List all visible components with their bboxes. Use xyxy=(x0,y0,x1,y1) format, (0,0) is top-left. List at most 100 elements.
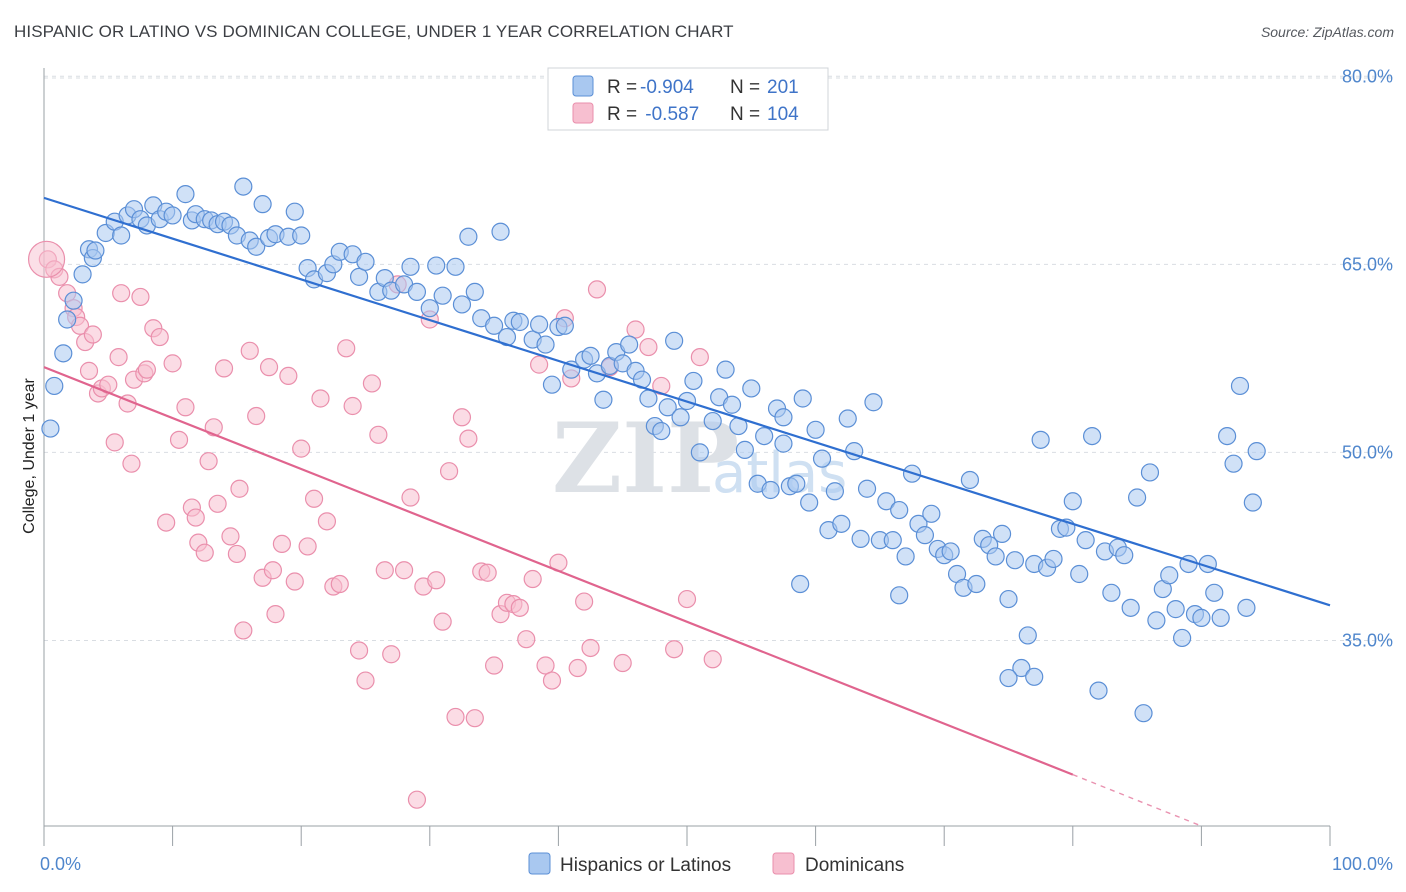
legend-r-value-1: -0.904 xyxy=(640,77,694,98)
dominicans-point xyxy=(272,534,292,554)
hispanics-point xyxy=(665,331,684,350)
hispanics-point xyxy=(915,526,935,545)
hispanics-point xyxy=(742,379,761,398)
hispanics-point xyxy=(639,389,658,408)
hispanics-point xyxy=(433,286,452,305)
dominicans-point xyxy=(639,337,658,357)
hispanics-point xyxy=(896,547,915,566)
dominicans-point xyxy=(83,325,102,344)
hispanics-point xyxy=(1247,442,1266,461)
hispanics-point xyxy=(851,529,870,548)
legend-n-label-2: N = xyxy=(730,104,760,125)
hispanics-point xyxy=(992,524,1012,543)
dominicans-point xyxy=(169,430,189,449)
hispanics-point xyxy=(755,426,774,446)
hispanics-point xyxy=(1005,551,1025,570)
hispanics-point xyxy=(1224,454,1243,473)
dominicans-point xyxy=(199,452,218,471)
bottom-legend-dominicans: Dominicans xyxy=(805,855,904,876)
chart-title: HISPANIC OR LATINO VS DOMINICAN COLLEGE,… xyxy=(14,22,734,41)
hispanics-point xyxy=(986,547,1005,566)
y-tick-labels: 35.0% 50.0% 65.0% 80.0% xyxy=(1342,66,1393,650)
dominicans-point xyxy=(439,462,459,481)
dominicans-point xyxy=(369,425,388,444)
legend-r-label-2: R = xyxy=(607,104,637,125)
hispanics-point xyxy=(864,393,883,412)
hispanics-point xyxy=(883,531,902,550)
hispanics-point xyxy=(774,434,793,453)
dominicans-trend-extension xyxy=(1072,773,1202,827)
dominicans-point xyxy=(311,389,330,408)
legend-r-label-1: R = xyxy=(607,77,637,98)
y-tick-label: 80.0% xyxy=(1342,66,1393,86)
hispanics-point xyxy=(960,470,980,490)
hispanics-point xyxy=(1218,426,1237,446)
hispanics-point xyxy=(64,291,83,310)
hispanics-point xyxy=(793,389,812,408)
hispanics-point xyxy=(791,574,810,594)
dominicans-point xyxy=(690,348,709,367)
hispanics-point xyxy=(485,316,504,335)
dominicans-point xyxy=(150,327,169,347)
dominicans-point xyxy=(375,561,394,580)
hispanics-point xyxy=(285,202,304,221)
dominicans-point xyxy=(427,571,446,590)
dominicans-point xyxy=(292,439,311,458)
dominicans-point xyxy=(568,658,587,678)
dominicans-point xyxy=(394,561,414,580)
dominicans-point xyxy=(362,374,382,393)
hispanics-point xyxy=(73,265,92,284)
dominicans-point xyxy=(259,358,279,377)
hispanics-point xyxy=(832,514,851,533)
dominicans-point xyxy=(677,589,697,609)
hispanics-point xyxy=(594,390,613,409)
dominicans-point xyxy=(304,489,324,508)
dominicans-point xyxy=(523,569,542,589)
bottom-legend: Hispanics or Latinos Dominicans xyxy=(528,852,904,876)
dominicans-point xyxy=(575,592,594,611)
hispanics-point xyxy=(163,206,182,225)
hispanics-point xyxy=(735,440,754,459)
hispanics-point xyxy=(1121,598,1140,617)
dominicans-point xyxy=(407,790,427,809)
hispanics-point xyxy=(620,335,639,354)
bottom-legend-hispanics: Hispanics or Latinos xyxy=(560,855,731,876)
dominicans-point xyxy=(298,537,317,556)
hispanics-point xyxy=(1076,531,1095,550)
hispanics-point xyxy=(877,492,896,511)
dominicans-point xyxy=(122,454,141,473)
dominicans-point xyxy=(465,709,484,728)
dominicans-point xyxy=(230,479,249,498)
dominicans-point xyxy=(266,605,285,624)
hispanics-point xyxy=(247,237,266,256)
dominicans-point xyxy=(587,280,607,299)
hispanics-points xyxy=(41,177,1266,723)
hispanics-point xyxy=(1012,658,1031,678)
hispanics-point xyxy=(1082,426,1102,446)
hispanics-point xyxy=(774,408,793,427)
hispanics-point xyxy=(890,500,909,520)
dominicans-point xyxy=(510,598,529,617)
legend-box: R = -0.904 N = 201 R = -0.587 N = 104 xyxy=(547,67,829,131)
dominicans-point xyxy=(626,320,645,339)
x-tick-label: 0.0% xyxy=(40,854,81,874)
hispanics-point xyxy=(452,295,472,314)
hispanics-point xyxy=(58,310,77,329)
hispanics-point xyxy=(555,316,574,335)
hispanics-point xyxy=(401,257,420,276)
hispanics-point xyxy=(1070,564,1089,584)
hispanics-point xyxy=(999,589,1018,609)
y-axis-label: College, Under 1 year xyxy=(21,378,38,534)
dominicans-point xyxy=(613,653,632,673)
hispanics-point xyxy=(491,222,510,241)
hispanics-point xyxy=(1140,463,1160,482)
dominicans-point xyxy=(349,641,369,660)
dominicans-point xyxy=(137,360,156,379)
hispanics-point xyxy=(690,443,709,462)
dominicans-point xyxy=(79,361,99,380)
hispanics-point xyxy=(356,252,375,271)
dominicans-point xyxy=(176,398,195,417)
dominicans-point xyxy=(240,341,259,360)
dominicans-point xyxy=(163,354,182,373)
dominicans-point xyxy=(530,355,549,374)
